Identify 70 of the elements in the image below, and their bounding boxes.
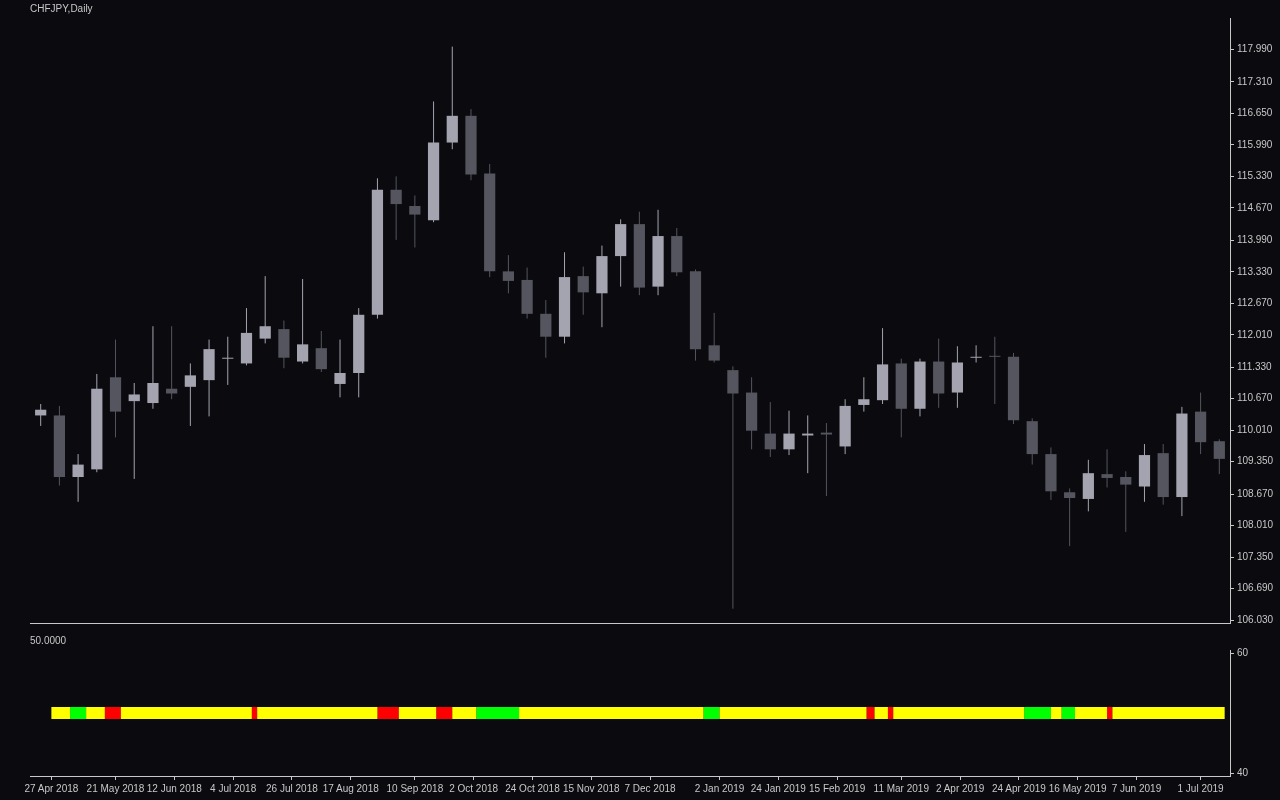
x-tick-label: 12 Jun 2018 [146, 782, 203, 794]
x-tick-label: 24 Apr 2019 [991, 782, 1047, 794]
y-tick-label: 106.690 [1237, 582, 1274, 594]
x-tick-label: 2 Apr 2019 [935, 782, 985, 794]
x-tick-label: 17 Aug 2018 [322, 782, 380, 794]
y-tick-label: 113.330 [1237, 265, 1273, 277]
candlestick [989, 336, 1001, 405]
x-tick-label: 7 Jun 2019 [1111, 782, 1162, 794]
candlestick [858, 376, 870, 413]
x-tick-label: 26 Jul 2018 [266, 782, 319, 794]
candlestick [577, 266, 589, 316]
x-tick-label: 11 Mar 2019 [873, 782, 930, 794]
candlestick [315, 330, 327, 373]
candlestick [390, 175, 402, 241]
y-tick-label: 108.010 [1237, 519, 1274, 531]
x-tick-label: 27 Apr 2018 [24, 782, 79, 794]
y-tick-label: 117.990 [1237, 43, 1273, 55]
x-tick-label: 24 Jan 2019 [750, 782, 807, 794]
chart-title: CHFJPY,Daily [30, 2, 93, 14]
x-tick-label: 2 Oct 2018 [449, 782, 499, 794]
candlestick [296, 278, 309, 364]
y-tick-label: 112.010 [1237, 328, 1273, 340]
candlestick [1064, 487, 1076, 547]
y-tick-label: 115.330 [1237, 170, 1273, 182]
x-tick-label: 21 May 2018 [86, 782, 145, 794]
chart-title: 50.0000 [30, 634, 67, 646]
y-tick-label: 112.670 [1237, 297, 1273, 309]
y-tick-label: 114.670 [1237, 201, 1273, 213]
y-tick-label: 116.650 [1237, 107, 1273, 119]
y-tick-label: 117.310 [1237, 75, 1273, 87]
candlestick [184, 362, 196, 427]
x-tick-label: 7 Dec 2018 [624, 782, 677, 794]
candlestick [540, 299, 552, 359]
x-tick-label: 10 Sep 2018 [386, 782, 444, 794]
candlestick [820, 422, 833, 497]
y-tick-label: 109.350 [1237, 455, 1274, 467]
y-tick-label: 111.330 [1237, 361, 1273, 373]
x-tick-label: 2 Jan 2019 [694, 782, 745, 794]
candlestick [259, 275, 271, 344]
candlestick [970, 344, 982, 363]
y-tick-label: 108.670 [1237, 487, 1274, 499]
candlestick [764, 401, 776, 458]
y-tick-label: 115.990 [1237, 138, 1273, 150]
candlestick [727, 365, 739, 610]
y-tick-label: 113.990 [1237, 234, 1273, 246]
y-tick-label: 110.670 [1237, 392, 1273, 404]
candlestick [708, 312, 720, 363]
x-tick-label: 24 Oct 2018 [505, 782, 561, 794]
candlestick [128, 382, 140, 480]
candlestick [1101, 448, 1113, 488]
candlestick [1120, 470, 1132, 533]
candlestick [1213, 438, 1225, 475]
candlestick [166, 325, 178, 400]
y-tick-label: 107.350 [1237, 550, 1274, 562]
candlestick [409, 194, 421, 248]
x-tick-label: 4 Jul 2018 [210, 782, 257, 794]
y-tick-label: 106.030 [1237, 613, 1274, 625]
candlestick [222, 336, 234, 386]
x-tick-label: 1 Jul 2019 [1177, 782, 1225, 794]
candlestick [147, 325, 159, 410]
candlestick [72, 453, 84, 503]
candlestick [783, 410, 795, 456]
x-tick-label: 15 Feb 2019 [809, 782, 866, 794]
x-tick-label: 16 May 2019 [1048, 782, 1107, 794]
candlestick [334, 339, 346, 398]
x-tick-label: 15 Nov 2018 [562, 782, 621, 794]
y-tick-label: 60 [1237, 646, 1249, 658]
y-tick-label: 40 [1237, 766, 1249, 778]
y-tick-label: 110.010 [1237, 423, 1273, 435]
candlestick [502, 254, 515, 294]
